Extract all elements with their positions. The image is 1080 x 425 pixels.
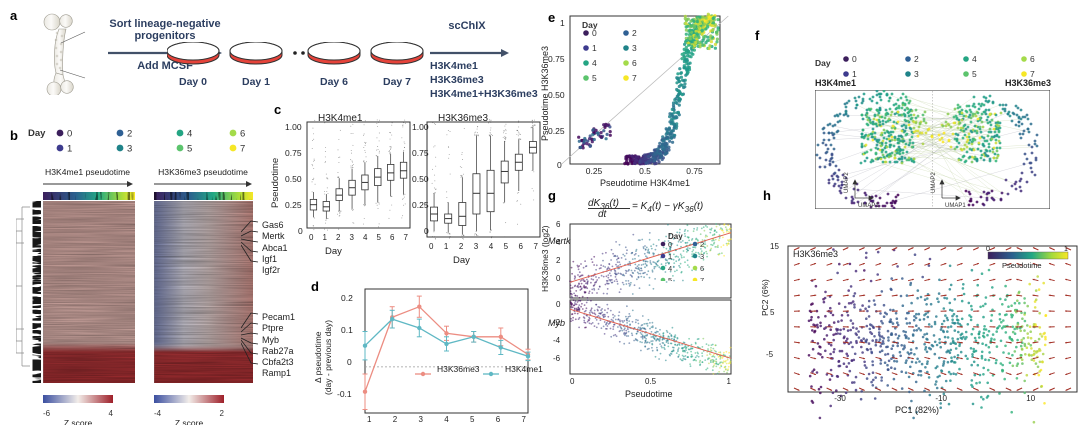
svg-text:0: 0: [852, 55, 857, 64]
svg-text:4: 4: [592, 58, 597, 68]
svg-text:3: 3: [632, 43, 637, 53]
svg-text:6: 6: [632, 58, 637, 68]
svg-text:4: 4: [668, 264, 672, 273]
svg-text:2: 2: [127, 129, 132, 140]
svg-text:6: 6: [240, 129, 245, 140]
svg-text:1: 1: [67, 144, 72, 155]
svg-text:Pseudotime: Pseudotime: [1002, 261, 1042, 270]
svg-text:4: 4: [187, 129, 192, 140]
svg-text:3: 3: [127, 144, 132, 155]
svg-text:6: 6: [1030, 55, 1035, 64]
svg-text:4: 4: [972, 55, 977, 64]
svg-text:5: 5: [187, 144, 192, 155]
svg-text:H3K36me3: H3K36me3: [793, 249, 838, 259]
svg-text:1: 1: [592, 43, 597, 53]
svg-text:7: 7: [240, 144, 245, 155]
svg-text:0: 0: [986, 246, 990, 253]
svg-text:5: 5: [972, 69, 977, 79]
svg-text:1: 1: [1064, 246, 1068, 253]
svg-text:2: 2: [632, 29, 637, 38]
svg-text:3: 3: [914, 69, 919, 79]
svg-text:5: 5: [668, 276, 672, 281]
svg-text:2: 2: [700, 241, 704, 249]
svg-text:5: 5: [592, 73, 597, 83]
svg-text:3: 3: [700, 252, 704, 261]
svg-text:0: 0: [668, 241, 672, 249]
svg-text:7: 7: [632, 73, 637, 83]
svg-text:2: 2: [914, 55, 919, 64]
svg-text:0: 0: [592, 29, 597, 38]
svg-text:7: 7: [700, 276, 704, 281]
svg-text:1: 1: [668, 252, 672, 261]
svg-text:6: 6: [700, 264, 704, 273]
svg-text:0: 0: [67, 129, 72, 140]
